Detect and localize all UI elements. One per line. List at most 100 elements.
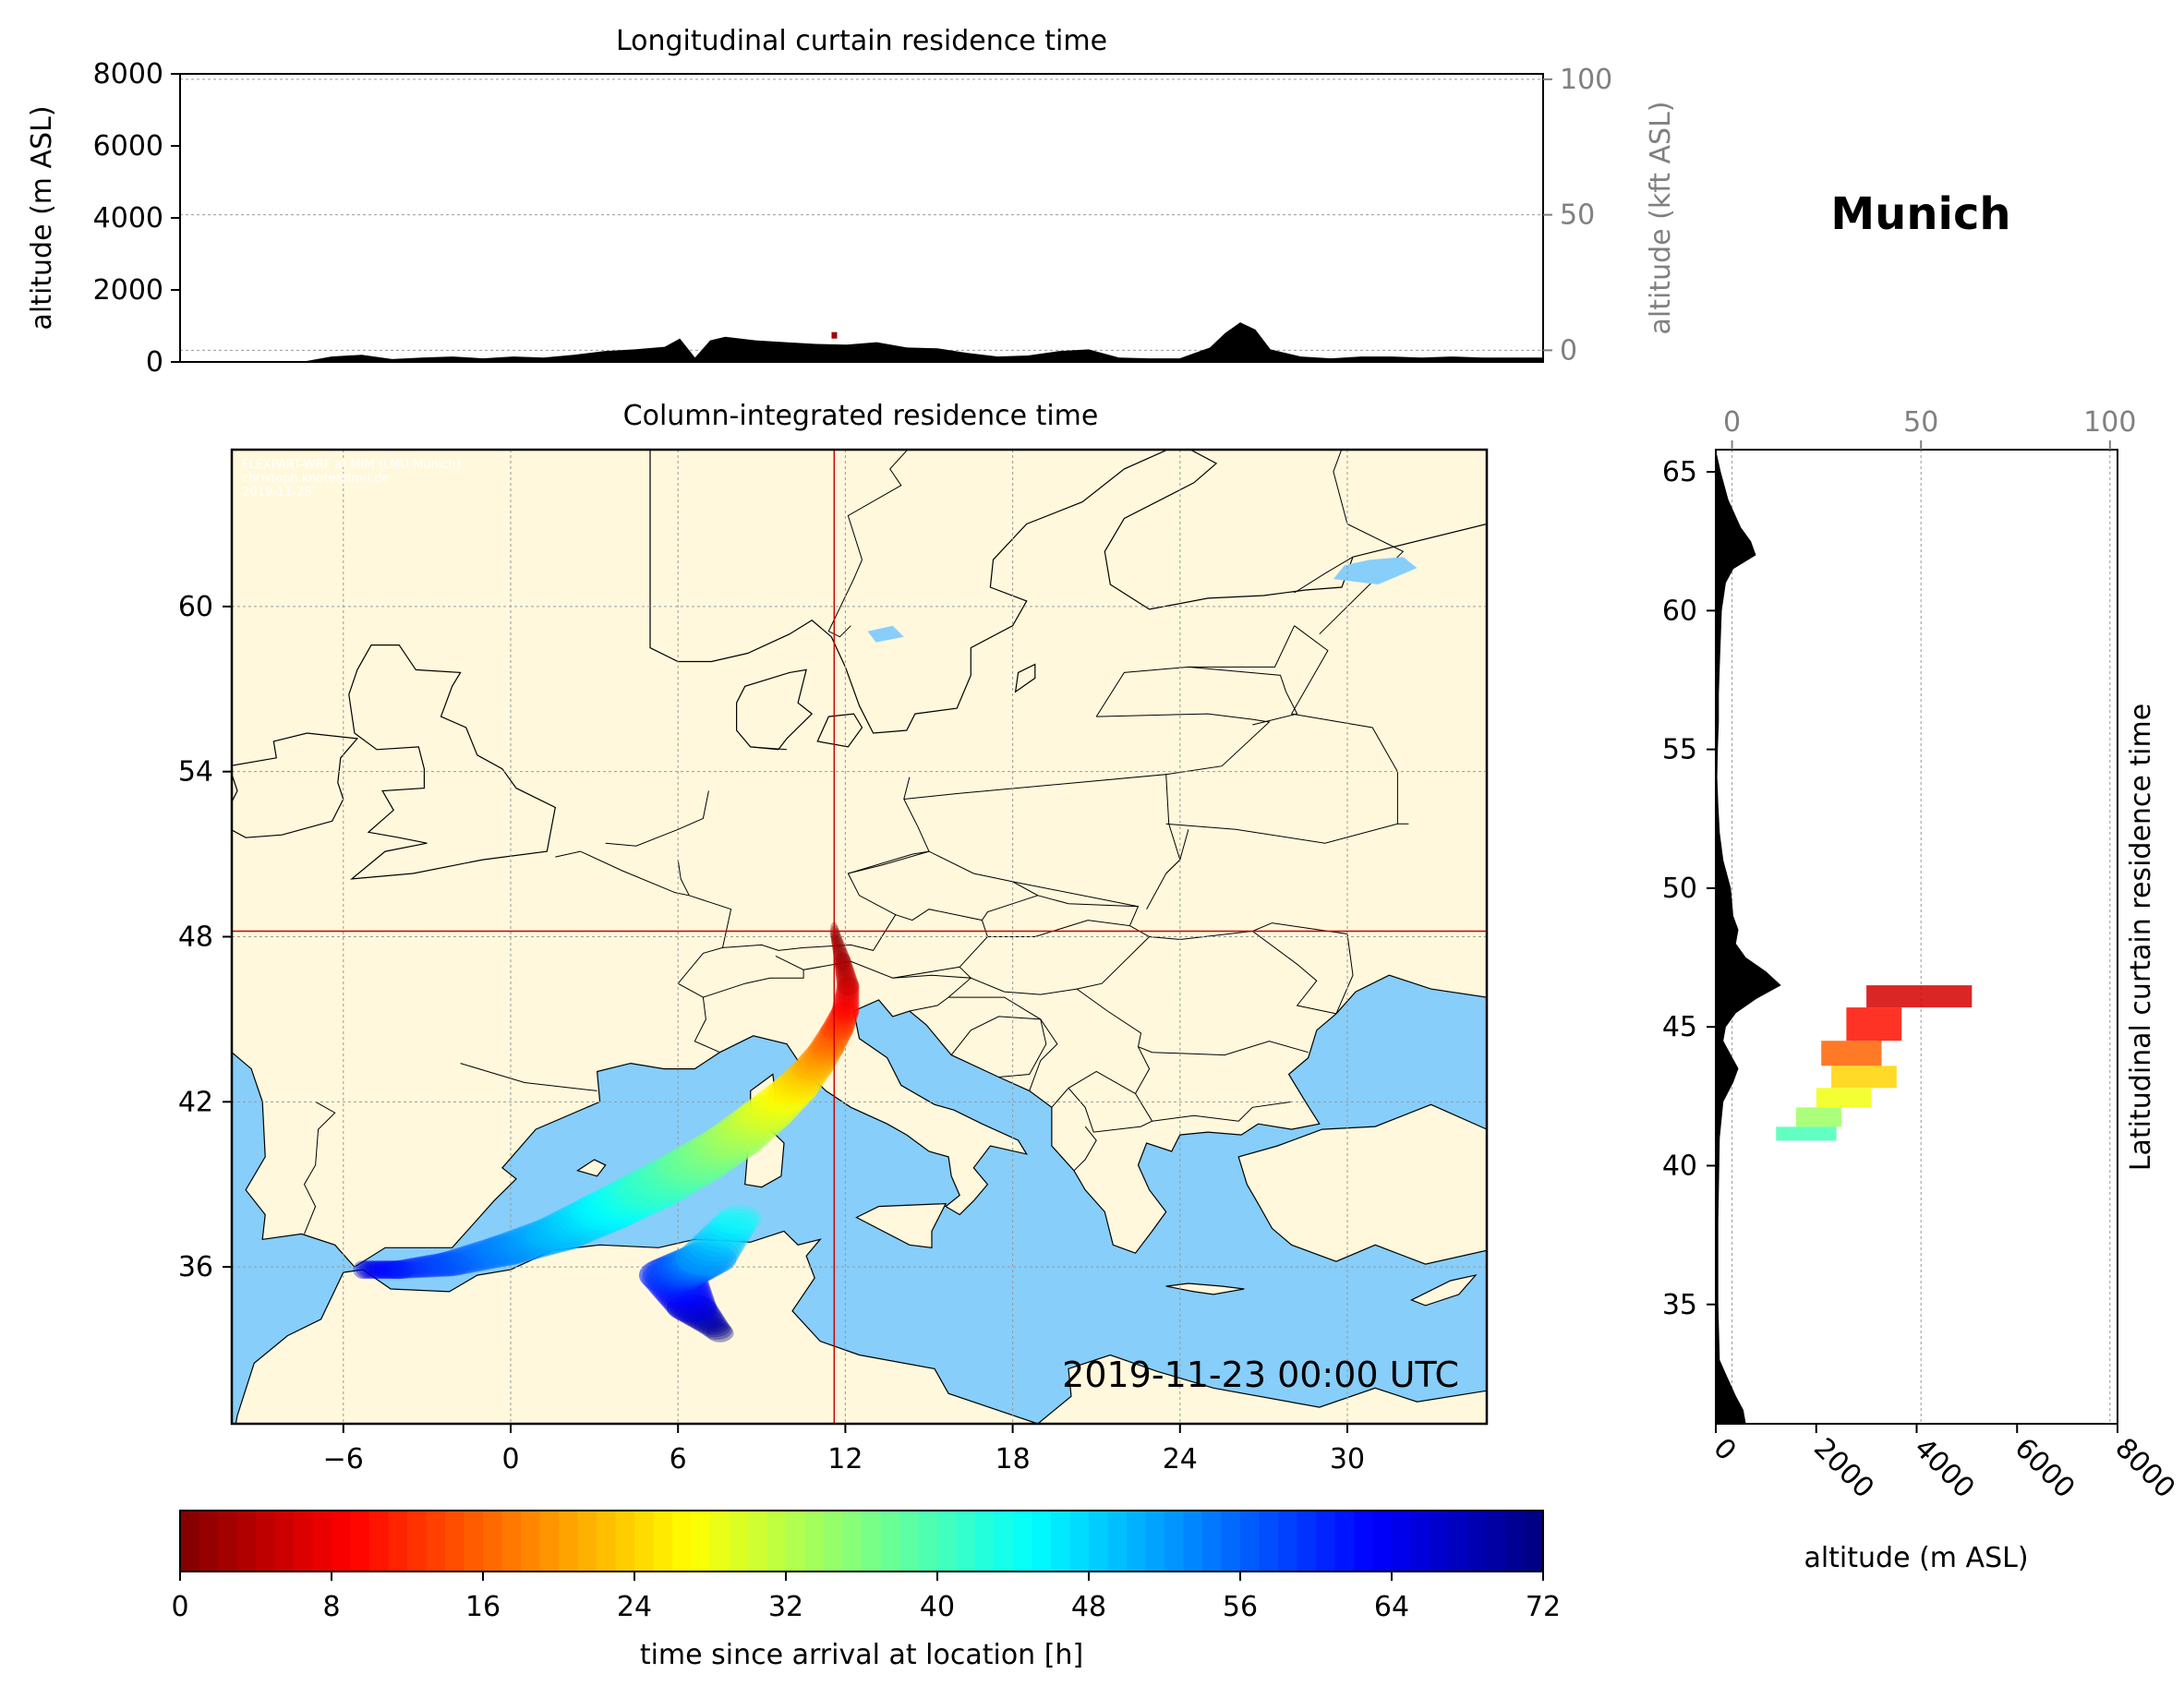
colorbar-cell [501,1511,522,1572]
location-title: Munich [1830,188,2010,240]
colorbar-tick-label: 0 [171,1591,188,1623]
plume-branch-cell [704,1216,754,1244]
colorbar-cell [1202,1511,1223,1572]
colorbar-cell [1354,1511,1374,1572]
colorbar-cell [672,1511,693,1572]
plume-cell [718,1111,780,1145]
plume-cell [472,1236,527,1267]
x-tick-label: 6 [670,1443,687,1475]
land-polygon [235,1230,1487,1424]
plume-cell [600,1176,673,1217]
plume-cell [792,1055,834,1078]
plume-cell [832,996,860,1016]
border-line [1290,625,1398,825]
colorbar-cell [1448,1511,1468,1572]
colorbar-cell [1505,1511,1526,1572]
plume-cell [711,1115,775,1150]
plume-branch-cell [645,1264,708,1300]
border-line [892,974,972,1012]
plume-cell [835,984,860,1004]
y-tick-label: 48 [178,921,213,954]
plume-branch-cell [639,1257,706,1294]
plume-cell [751,1088,806,1119]
plume-cell [836,979,860,998]
colorbar-cell [1392,1511,1412,1572]
border-line [1129,925,1337,1015]
plume-branch-cell [668,1245,730,1280]
timestamp: 2019-11-23 00:00 UTC [1062,1355,1459,1395]
plume-branch-cell [690,1312,728,1333]
colorbar-cell [388,1511,408,1572]
border-line [1051,1046,1153,1133]
residence-block [1866,985,1973,1008]
credits: FLEXPART-WRF at MIM (LMU Munich) christo… [242,458,461,500]
plume-cell [530,1213,596,1250]
plume-cell [525,1216,590,1252]
plume-cell [801,1046,839,1068]
y-tick-label: 42 [178,1086,213,1118]
plume-branch-cell [646,1253,713,1291]
colorbar-cell [1051,1511,1071,1572]
plume-cell [618,1167,691,1208]
colorbar-tick-label: 56 [1223,1591,1258,1623]
plume-cell [836,969,857,989]
colorbar-cell [218,1511,238,1572]
credit-line: christoph.knote@lmu.de [242,472,390,486]
plume-cell [833,994,860,1013]
plume-cell [771,1073,821,1101]
colorbar-cell [1467,1511,1488,1572]
plume-branch-cell [679,1237,740,1271]
colorbar-cell [597,1511,617,1572]
plume-branch-cell [658,1283,714,1314]
plume-cell [646,1152,717,1192]
colorbar-cell [729,1511,749,1572]
colorbar-cell [804,1511,825,1572]
land-polygon [816,713,863,748]
x2-tick-label: 100 [2083,406,2136,439]
y-tick-label: 60 [178,591,213,623]
plume-cell [382,1260,416,1280]
plume-cell [833,945,849,965]
y-tick-label: 36 [178,1251,213,1283]
border-line [1152,1101,1292,1122]
plume-cell [790,1057,833,1081]
plume-cell [774,1071,823,1098]
plume-cell [561,1197,631,1235]
y-tick-label: 50 [1662,873,1697,905]
plume-cell [778,1066,826,1093]
plume-cell [837,977,860,996]
border-line [1012,881,1139,908]
residence-plume [353,921,860,1343]
plume-cell [799,1048,839,1070]
colorbar-cell [899,1511,920,1572]
plume-cell [777,1068,824,1095]
colorbar-cell [975,1511,995,1572]
plume-branch-cell [657,1249,721,1285]
colorbar-cell [350,1511,370,1572]
plume-cell [539,1209,606,1246]
x-tick-label: 4000 [1908,1432,1981,1505]
plume-branch-cell [642,1255,709,1293]
x-tick-label: 12 [827,1443,863,1475]
latitudinal-xlabel: altitude (m ASL) [1804,1542,2028,1574]
colorbar-cell [1486,1511,1506,1572]
plume-branch-cell [660,1247,725,1283]
y2-tick-label: 100 [1560,64,1612,96]
plume-cell [592,1181,664,1221]
plume-branch-cell [708,1212,757,1239]
plume-cell [807,1039,844,1060]
latitudinal-frame [1715,449,2118,1425]
plume-cell [802,1044,841,1066]
plume-cell [738,1097,797,1129]
plume-cell [834,957,853,976]
plume-cell [684,1132,752,1169]
plume-branch-cell [698,1319,730,1338]
plume-cell [506,1223,568,1258]
colorbar-cell [1240,1511,1261,1572]
plume-cell [827,1007,858,1027]
colorbar-cell [464,1511,484,1572]
plume-cell [365,1260,391,1280]
plume-cell [725,1106,786,1140]
border-line [1096,713,1271,776]
border-line [1294,556,1354,594]
